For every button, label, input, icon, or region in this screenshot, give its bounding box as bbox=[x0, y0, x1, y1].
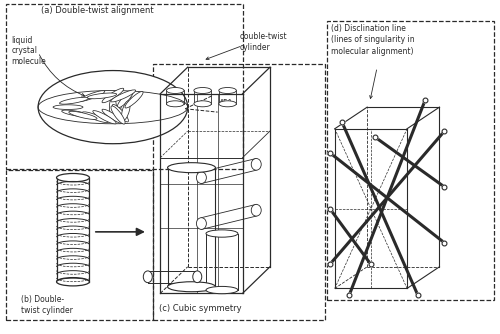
Ellipse shape bbox=[110, 97, 116, 117]
Bar bbox=[153, 64, 325, 320]
Ellipse shape bbox=[111, 90, 136, 102]
Ellipse shape bbox=[125, 92, 143, 108]
Ellipse shape bbox=[120, 94, 131, 113]
Ellipse shape bbox=[168, 282, 216, 292]
Text: (a) Double-twist alignment: (a) Double-twist alignment bbox=[40, 6, 153, 15]
Ellipse shape bbox=[122, 101, 130, 121]
Text: liquid
crystal
molecule: liquid crystal molecule bbox=[12, 36, 46, 66]
Ellipse shape bbox=[56, 278, 90, 286]
Ellipse shape bbox=[56, 173, 90, 182]
Ellipse shape bbox=[251, 204, 261, 216]
Ellipse shape bbox=[251, 159, 261, 170]
Ellipse shape bbox=[69, 111, 97, 120]
Ellipse shape bbox=[62, 110, 90, 117]
Ellipse shape bbox=[196, 172, 206, 183]
Ellipse shape bbox=[118, 90, 134, 108]
Ellipse shape bbox=[93, 111, 116, 124]
Ellipse shape bbox=[168, 163, 216, 173]
Text: 45°: 45° bbox=[219, 99, 232, 108]
Ellipse shape bbox=[219, 101, 236, 107]
Text: (c) Cubic symmetry: (c) Cubic symmetry bbox=[159, 304, 242, 313]
Ellipse shape bbox=[166, 101, 184, 107]
Bar bbox=[328, 21, 494, 300]
Bar bbox=[6, 170, 153, 320]
Ellipse shape bbox=[87, 93, 117, 99]
Text: (d) Disclination line
(lines of singularity in
molecular alignment): (d) Disclination line (lines of singular… bbox=[332, 24, 415, 56]
Ellipse shape bbox=[206, 287, 238, 294]
Ellipse shape bbox=[102, 109, 124, 124]
Ellipse shape bbox=[102, 88, 124, 103]
Ellipse shape bbox=[144, 271, 152, 283]
Text: double-twist
cylinder: double-twist cylinder bbox=[240, 32, 288, 52]
Ellipse shape bbox=[166, 88, 184, 94]
Ellipse shape bbox=[219, 88, 236, 94]
Ellipse shape bbox=[194, 101, 212, 107]
Ellipse shape bbox=[78, 91, 105, 102]
Bar bbox=[6, 4, 242, 169]
Ellipse shape bbox=[196, 218, 206, 229]
Ellipse shape bbox=[206, 230, 238, 237]
Ellipse shape bbox=[82, 112, 108, 123]
Ellipse shape bbox=[112, 105, 128, 122]
Ellipse shape bbox=[193, 271, 202, 283]
Text: (b) Double-
twist cylinder: (b) Double- twist cylinder bbox=[20, 295, 72, 315]
Ellipse shape bbox=[60, 97, 88, 104]
Ellipse shape bbox=[194, 88, 212, 94]
Ellipse shape bbox=[111, 106, 125, 124]
Ellipse shape bbox=[53, 105, 83, 110]
Ellipse shape bbox=[38, 70, 188, 144]
